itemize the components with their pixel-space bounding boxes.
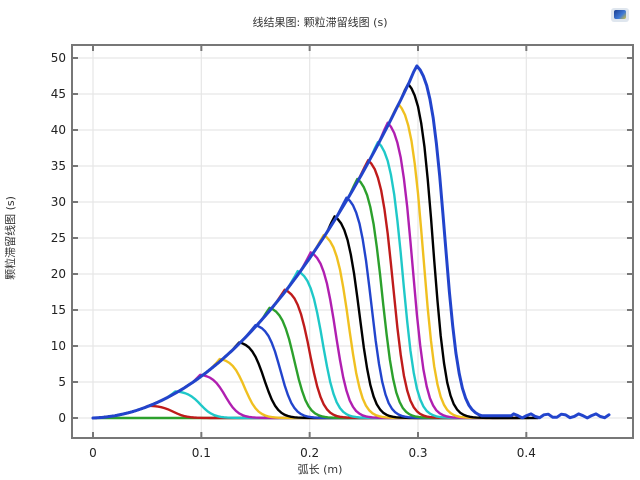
chart-title: 线结果图: 颗粒滞留线图 (s) bbox=[252, 16, 388, 29]
y-tick-label: 25 bbox=[51, 231, 66, 245]
x-axis-label: 弧长 (m) bbox=[297, 463, 343, 476]
y-tick-labels: 0 5 10 15 20 25 30 35 40 45 50 bbox=[51, 51, 66, 425]
series-line-t10 bbox=[91, 269, 429, 420]
data-series bbox=[91, 64, 611, 420]
y-tick-label: 10 bbox=[51, 339, 66, 353]
y-tick-label: 50 bbox=[51, 51, 66, 65]
x-tick-label: 0.3 bbox=[408, 446, 427, 460]
x-tick-label: 0.2 bbox=[300, 446, 319, 460]
y-tick-label: 15 bbox=[51, 303, 66, 317]
y-tick-label: 20 bbox=[51, 267, 66, 281]
series-line-t13 bbox=[91, 215, 466, 420]
x-tick-labels: 0 0.1 0.2 0.3 0.4 bbox=[89, 446, 536, 460]
plot-frame bbox=[71, 44, 634, 439]
plot-window-icon[interactable] bbox=[611, 8, 629, 22]
y-tick-label: 45 bbox=[51, 87, 66, 101]
series-line-t21 bbox=[91, 64, 611, 420]
y-tick-label: 5 bbox=[58, 375, 66, 389]
series-line-t12 bbox=[91, 233, 455, 420]
x-tick-label: 0 bbox=[89, 446, 97, 460]
y-tick-label: 30 bbox=[51, 195, 66, 209]
y-tick-label: 40 bbox=[51, 123, 66, 137]
series-line-t18 bbox=[91, 121, 519, 420]
plot-window-icon-glyph bbox=[614, 10, 626, 19]
series-line-t19 bbox=[91, 102, 530, 420]
x-tick-label: 0.4 bbox=[517, 446, 536, 460]
y-tick-label: 35 bbox=[51, 159, 66, 173]
axis-ticks bbox=[72, 45, 633, 438]
grid-lines bbox=[72, 45, 633, 438]
y-tick-label: 0 bbox=[58, 411, 66, 425]
x-tick-label: 0.1 bbox=[192, 446, 211, 460]
